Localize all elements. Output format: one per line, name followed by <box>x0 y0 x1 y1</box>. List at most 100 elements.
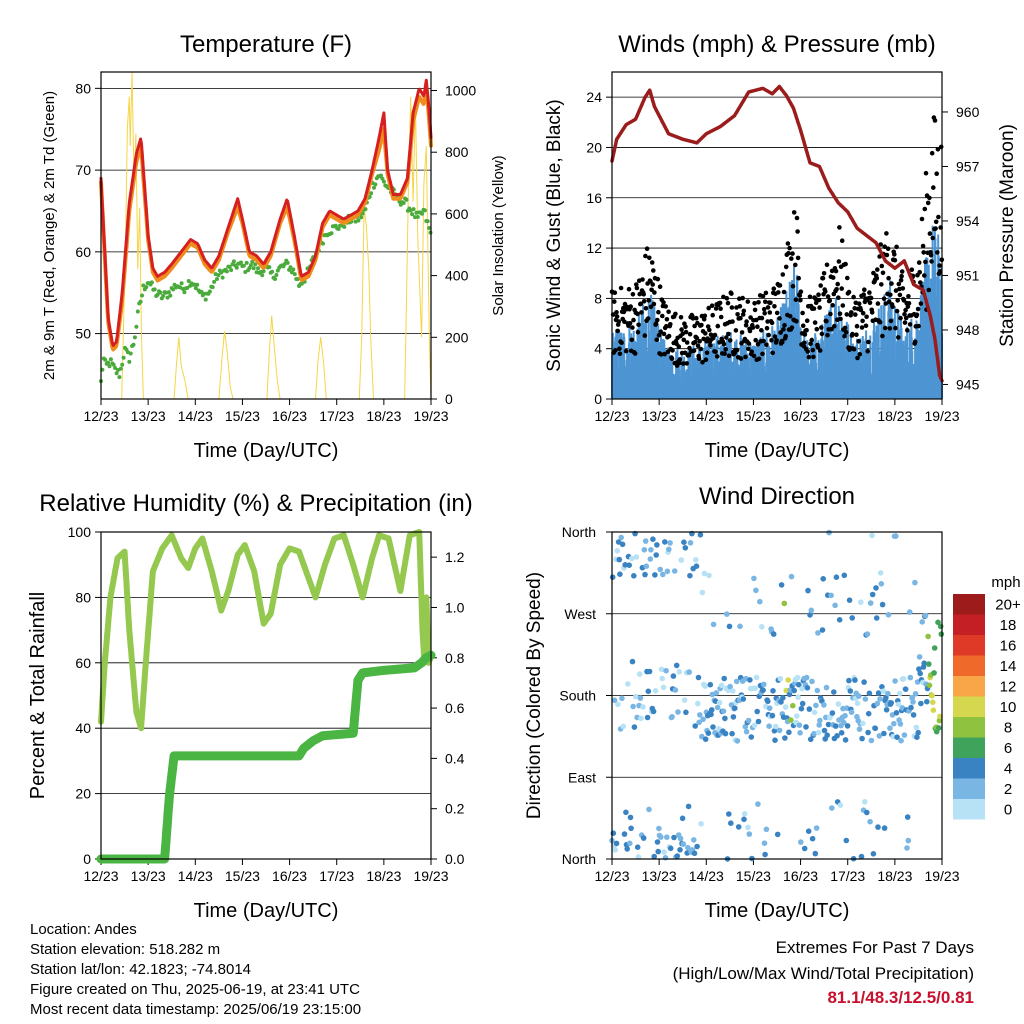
wind-direction-point <box>825 721 832 728</box>
wind-direction-xtick-label: 16/23 <box>783 868 818 884</box>
rh-xtick-label: 18/23 <box>366 868 401 884</box>
gust-point <box>863 323 869 329</box>
gust-point <box>865 349 870 354</box>
temperature-ytick-label: 70 <box>75 162 91 178</box>
gust-point <box>777 316 782 321</box>
rh-y2tick-label: 0.6 <box>445 700 465 716</box>
gust-point <box>666 309 671 315</box>
wind-direction-point <box>633 693 639 700</box>
wind-direction-point <box>732 705 738 711</box>
gust-point <box>774 338 779 343</box>
wind-direction-point <box>786 729 792 736</box>
dewpoint-point <box>144 285 149 290</box>
gust-point <box>781 289 787 295</box>
wind-direction-xtick-label: 12/23 <box>594 868 629 884</box>
gust-point <box>838 316 843 322</box>
gust-point <box>867 290 872 295</box>
wind-direction-point <box>796 681 802 688</box>
gust-point <box>830 303 835 308</box>
gust-point <box>794 319 799 324</box>
gust-point <box>789 325 795 330</box>
gust-point <box>776 290 781 295</box>
gust-point <box>694 335 700 341</box>
wind-direction-point <box>862 696 869 702</box>
gust-point <box>825 332 830 338</box>
wind-direction-point <box>741 816 747 823</box>
gust-point <box>917 269 922 275</box>
wind-direction-point <box>809 835 816 842</box>
gust-point <box>713 349 718 355</box>
gust-point <box>692 339 698 345</box>
speed-legend-swatch <box>953 799 985 820</box>
gust-point <box>700 359 705 365</box>
wind-direction-point <box>865 710 872 717</box>
gust-point <box>754 317 759 323</box>
wind-direction-point <box>713 690 720 696</box>
rh-y2tick-label: 1.2 <box>445 549 465 565</box>
wind-direction-point <box>769 712 776 719</box>
gust-point <box>708 343 713 348</box>
dewpoint-point <box>260 273 265 278</box>
wind-direction-point <box>912 579 918 586</box>
wind-direction-point <box>669 714 675 720</box>
gust-point <box>817 348 823 353</box>
wind-direction-point <box>759 624 765 630</box>
dewpoint-point <box>179 281 184 286</box>
speed-legend-swatch <box>953 635 985 656</box>
gust-point <box>782 323 787 328</box>
gust-point <box>896 281 902 287</box>
dewpoint-point <box>342 224 347 229</box>
gust-point <box>798 297 803 303</box>
wind-direction-point <box>675 709 681 715</box>
gust-point <box>778 330 783 335</box>
dewpoint-point <box>118 366 123 371</box>
dewpoint-point <box>106 360 111 365</box>
gust-point <box>879 282 884 287</box>
temperature-ytick-label: 60 <box>75 244 91 260</box>
gust-point <box>819 325 824 330</box>
gust-point <box>827 298 833 303</box>
wind-direction-point <box>929 692 935 699</box>
gust-point <box>725 300 731 306</box>
gust-point <box>641 299 647 304</box>
gust-point <box>918 280 923 285</box>
station-pressure-line <box>610 84 944 383</box>
temperature-xlabel: Time (Day/UTC) <box>194 440 339 462</box>
gust-point <box>759 328 764 333</box>
gust-point <box>932 118 938 123</box>
gust-point <box>919 216 925 222</box>
wind-direction-point <box>761 681 767 688</box>
wind-direction-point <box>935 725 942 731</box>
wind-direction-point <box>721 675 727 682</box>
gust-point <box>884 231 889 236</box>
speed-legend-label: 10 <box>1000 699 1017 716</box>
wind-direction-point <box>642 571 648 578</box>
gust-point <box>844 312 850 317</box>
wind-direction-point <box>798 705 805 712</box>
gust-point <box>914 312 920 318</box>
wind-direction-point <box>843 837 850 844</box>
gust-point <box>833 268 839 274</box>
gust-point <box>931 185 936 190</box>
gust-point <box>856 301 862 307</box>
wind-direction-point <box>653 552 659 558</box>
temperature-y2tick-label: 1000 <box>445 83 476 99</box>
gust-point <box>630 325 635 330</box>
gust-point <box>928 252 934 258</box>
gust-point <box>730 319 735 324</box>
wind-direction-point <box>812 850 819 857</box>
wind-direction-point <box>799 700 806 707</box>
speed-legend-label: 2 <box>1004 781 1012 798</box>
gust-point <box>763 299 768 305</box>
gust-point <box>882 244 887 249</box>
wind-direction-point <box>811 709 818 716</box>
wind-direction-point <box>842 737 849 743</box>
gust-point <box>654 337 659 343</box>
wind-direction-point <box>832 602 838 609</box>
wind-direction-point <box>936 717 943 724</box>
wind-direction-point <box>691 837 697 843</box>
wind-direction-point <box>700 716 706 723</box>
gust-point <box>724 335 729 340</box>
wind-direction-point <box>799 685 805 692</box>
gust-point <box>646 298 652 303</box>
